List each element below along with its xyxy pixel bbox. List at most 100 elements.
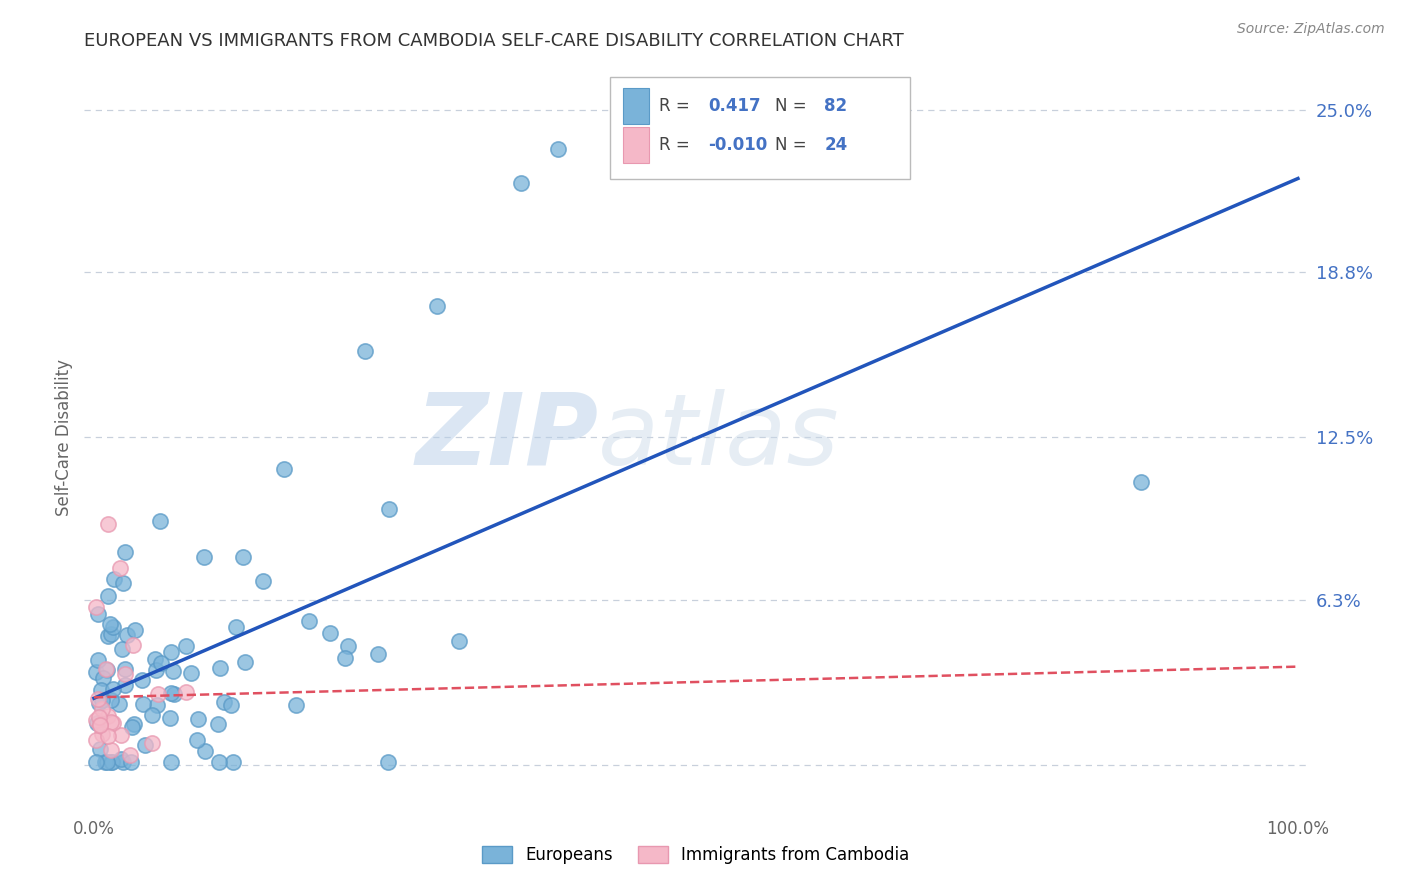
Point [97, 709, 120, 723]
Point [174, 639, 197, 653]
Point [160, 755, 183, 769]
Point [101, 716, 124, 731]
Point [132, 697, 155, 711]
Point [97, 729, 120, 743]
Point [96, 663, 118, 677]
Text: -0.010: -0.010 [709, 136, 768, 153]
Text: Source: ZipAtlas.com: Source: ZipAtlas.com [1237, 22, 1385, 37]
Point [110, 752, 132, 766]
Point [285, 698, 308, 712]
Point [193, 549, 215, 564]
Point [225, 620, 247, 634]
Point [186, 732, 208, 747]
Text: N =: N = [776, 136, 807, 153]
Text: ZIP: ZIP [415, 389, 598, 485]
Point [101, 682, 124, 697]
Point [187, 712, 209, 726]
Point [233, 656, 256, 670]
Point [84, 600, 107, 615]
Point [86, 755, 108, 769]
Point [87, 607, 110, 622]
Point [110, 728, 132, 742]
Point [145, 663, 167, 677]
Y-axis label: Self-Care Disability: Self-Care Disability [55, 359, 73, 516]
Point [208, 755, 231, 769]
Point [101, 755, 124, 769]
Point [134, 738, 156, 752]
Point [89, 718, 111, 732]
Point [110, 561, 132, 575]
Point [100, 714, 122, 729]
Point [163, 687, 186, 701]
Legend: Europeans, Immigrants from Cambodia: Europeans, Immigrants from Cambodia [475, 839, 917, 871]
Point [84, 714, 107, 728]
Point [336, 640, 359, 654]
Point [111, 755, 134, 769]
Point [120, 748, 142, 763]
Point [114, 666, 136, 681]
Text: 0.417: 0.417 [709, 97, 761, 115]
Point [114, 678, 136, 692]
Point [112, 576, 135, 591]
Point [159, 686, 181, 700]
Point [100, 627, 122, 641]
Point [84, 732, 107, 747]
Point [180, 666, 202, 681]
Point [143, 652, 166, 666]
Point [97, 589, 120, 603]
Point [449, 633, 471, 648]
Point [162, 665, 184, 679]
Point [100, 742, 122, 756]
Point [86, 716, 108, 731]
Point [207, 717, 229, 731]
Point [378, 502, 401, 516]
Point [333, 650, 356, 665]
Point [377, 755, 399, 769]
Text: R =: R = [659, 97, 690, 115]
Point [98, 616, 121, 631]
Point [100, 693, 122, 707]
Point [141, 736, 163, 750]
Point [97, 629, 120, 643]
Point [354, 343, 377, 358]
Point [94, 755, 117, 769]
Point [219, 698, 242, 712]
Point [90, 727, 112, 741]
Point [111, 641, 134, 656]
Point [89, 683, 111, 698]
Point [367, 647, 389, 661]
FancyBboxPatch shape [623, 127, 650, 163]
Text: 24: 24 [824, 136, 848, 153]
Point [222, 755, 245, 769]
Point [89, 718, 111, 732]
Point [101, 620, 124, 634]
Text: R =: R = [659, 136, 690, 153]
Point [94, 662, 117, 676]
Point [114, 545, 136, 559]
Point [120, 755, 142, 769]
Point [232, 550, 254, 565]
Point [87, 653, 110, 667]
Point [90, 692, 112, 706]
Point [96, 755, 118, 769]
Point [122, 639, 145, 653]
Text: 82: 82 [824, 97, 848, 115]
Point [97, 516, 120, 531]
Point [87, 710, 110, 724]
Point [252, 574, 274, 589]
Point [115, 628, 138, 642]
Point [319, 626, 342, 640]
Point [510, 176, 533, 190]
Point [114, 662, 136, 676]
Point [174, 685, 197, 699]
Point [103, 572, 125, 586]
Point [159, 711, 181, 725]
FancyBboxPatch shape [623, 88, 650, 124]
Point [91, 671, 114, 685]
Point [426, 299, 449, 313]
Text: EUROPEAN VS IMMIGRANTS FROM CAMBODIA SELF-CARE DISABILITY CORRELATION CHART: EUROPEAN VS IMMIGRANTS FROM CAMBODIA SEL… [84, 32, 904, 50]
Point [273, 462, 295, 476]
Point [547, 142, 569, 156]
Point [149, 656, 172, 670]
Point [86, 692, 108, 706]
